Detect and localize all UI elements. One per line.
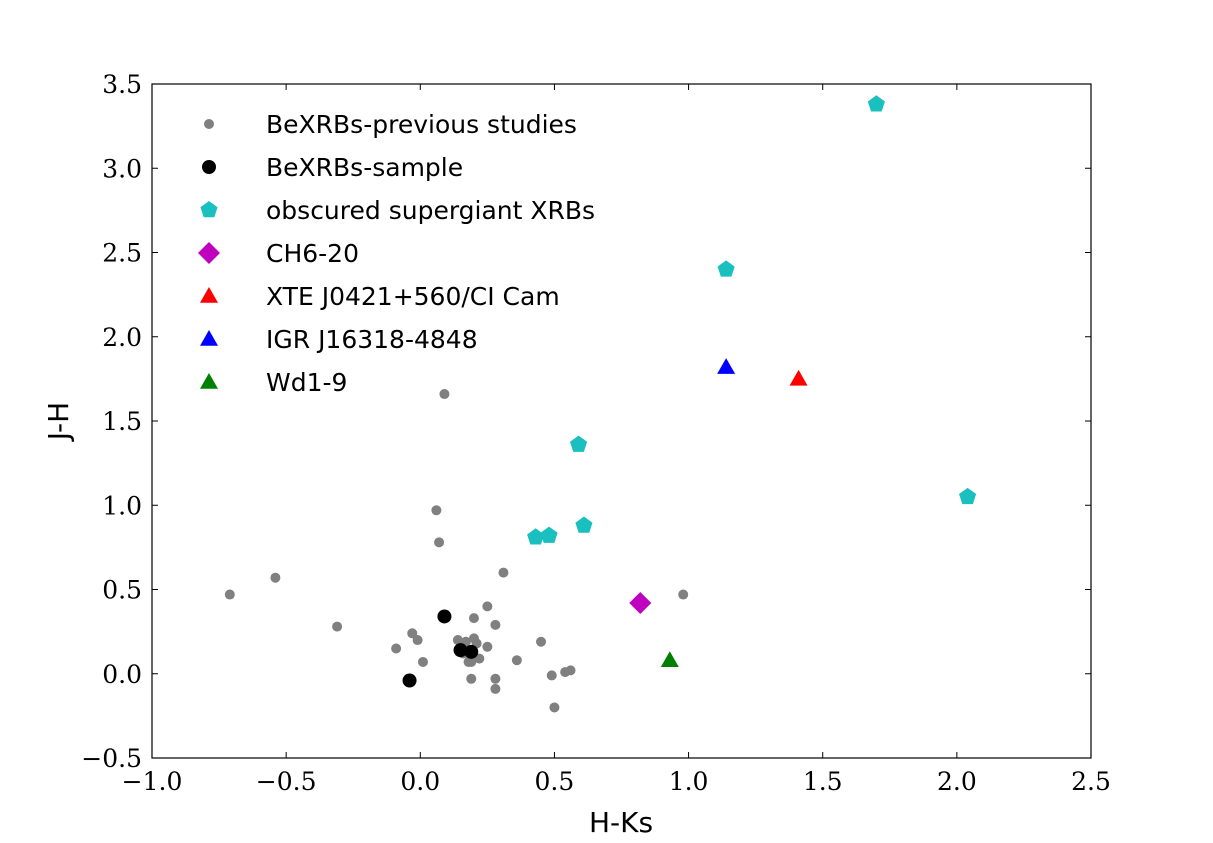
x-tick-labels: −1.0 −0.5 0.0 0.5 1.0 1.5 2.0 2.5 — [122, 767, 1111, 796]
data-point — [402, 673, 417, 688]
data-point — [629, 591, 652, 614]
data-point — [437, 609, 452, 624]
x-tick-label: −0.5 — [256, 767, 317, 796]
data-point — [431, 505, 442, 516]
data-point — [466, 673, 477, 684]
legend-item: CH6-20 — [198, 239, 359, 268]
y-tick-label: 2.0 — [102, 323, 142, 352]
legend-item: XTE J0421+560/CI Cam — [200, 282, 560, 311]
y-tick-label: −0.5 — [81, 744, 142, 773]
data-point — [498, 567, 509, 578]
legend-marker — [202, 160, 216, 174]
legend-label: BeXRBs-previous studies — [266, 110, 577, 139]
y-tick-labels: −0.5 0.0 0.5 1.0 1.5 2.0 2.5 3.0 3.5 — [81, 70, 142, 773]
x-tick-label: 1.5 — [803, 767, 843, 796]
data-point — [959, 487, 977, 505]
legend-item: Wd1-9 — [200, 368, 347, 397]
data-point — [527, 528, 545, 545]
data-point — [466, 656, 477, 667]
series-3 — [629, 591, 652, 614]
y-tick-label: 1.5 — [102, 407, 142, 436]
data-point — [482, 601, 493, 612]
legend-marker — [200, 330, 218, 346]
x-tick-label: 0.0 — [400, 767, 440, 796]
y-tick-label: 3.5 — [102, 70, 142, 99]
data-point — [464, 644, 479, 659]
data-point — [789, 369, 808, 386]
legend-label: CH6-20 — [266, 239, 359, 268]
axis-ticks — [151, 83, 1092, 759]
x-tick-label: −1.0 — [122, 767, 183, 796]
data-point — [412, 635, 423, 646]
series-5 — [717, 358, 736, 374]
data-point — [468, 613, 479, 624]
data-point — [546, 670, 557, 681]
series-2 — [527, 95, 977, 545]
data-point — [439, 389, 450, 400]
legend-label: Wd1-9 — [266, 368, 347, 397]
legend-marker — [198, 242, 220, 264]
series-1 — [402, 609, 479, 688]
legend-label: obscured supergiant XRBs — [266, 196, 595, 225]
data-point — [417, 656, 428, 667]
y-axis-label: J-H — [42, 402, 75, 442]
data-point — [511, 655, 522, 666]
legend: BeXRBs-previous studies BeXRBs-sample obsc… — [198, 110, 595, 397]
x-tick-label: 0.5 — [535, 767, 575, 796]
y-tick-label: 1.0 — [102, 491, 142, 520]
data-point — [867, 95, 885, 112]
x-axis-label: H-Ks — [589, 806, 653, 839]
data-point — [549, 702, 560, 713]
legend-marker — [200, 287, 218, 303]
data-point — [717, 358, 736, 374]
data-point — [270, 572, 281, 583]
data-point — [570, 435, 588, 452]
legend-item: BeXRBs-previous studies — [204, 110, 577, 139]
data-point — [678, 589, 689, 600]
data-point — [224, 589, 235, 600]
data-point — [490, 673, 501, 684]
data-point — [332, 621, 343, 632]
legend-item: IGR J16318-4848 — [200, 325, 478, 354]
data-point — [391, 643, 402, 654]
data-point — [660, 651, 679, 668]
y-tick-label: 3.0 — [102, 154, 142, 183]
legend-marker — [204, 119, 214, 129]
series-0 — [224, 389, 689, 713]
plot-area — [151, 83, 1092, 759]
plot-frame — [151, 83, 1092, 759]
data-points — [224, 95, 977, 713]
data-point — [565, 665, 576, 676]
y-tick-label: 2.5 — [102, 239, 142, 268]
data-point — [434, 537, 445, 548]
x-tick-label: 2.5 — [1071, 767, 1111, 796]
legend-item: BeXRBs-sample — [202, 153, 463, 182]
data-point — [453, 643, 468, 658]
y-tick-label: 0.0 — [102, 660, 142, 689]
legend-label: BeXRBs-sample — [266, 153, 463, 182]
data-point — [452, 635, 463, 646]
data-point — [540, 526, 558, 543]
data-point — [536, 636, 547, 647]
y-tick-label: 0.5 — [102, 576, 142, 605]
legend-marker — [200, 201, 218, 218]
legend-item: obscured supergiant XRBs — [200, 196, 595, 225]
data-point — [490, 619, 501, 630]
x-tick-label: 2.0 — [937, 767, 977, 796]
data-point — [407, 628, 418, 639]
series-4 — [789, 369, 808, 386]
legend-label: IGR J16318-4848 — [266, 325, 478, 354]
data-point — [490, 683, 501, 694]
series-6 — [660, 651, 679, 668]
data-point — [482, 641, 493, 652]
legend-marker — [200, 373, 218, 389]
x-tick-label: 1.0 — [669, 767, 709, 796]
legend-label: XTE J0421+560/CI Cam — [266, 282, 560, 311]
data-point — [717, 260, 735, 277]
data-point — [575, 516, 593, 533]
